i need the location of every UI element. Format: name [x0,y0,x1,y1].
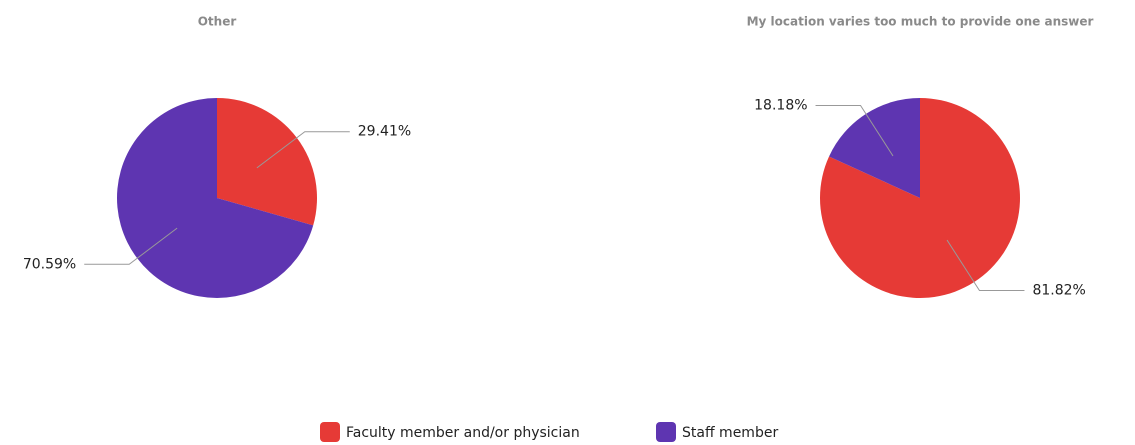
data-label: 81.82% [1032,283,1085,299]
pie-slice [820,98,1021,298]
leader-line [815,104,894,157]
legend-label: Staff member [682,425,778,441]
leader-line [84,227,178,265]
legend-label: Faculty member and/or physician [346,425,580,441]
leader-line [946,239,1025,292]
pie-slice [829,98,920,198]
pie-slice [217,98,317,226]
legend-swatch [320,422,340,442]
pie-slice [117,98,314,299]
chart-title: My location varies too much to provide o… [747,15,1094,29]
leader-line [256,131,350,169]
data-label: 70.59% [23,256,76,272]
legend-swatch [656,422,676,442]
data-label: 18.18% [754,97,807,113]
data-label: 29.41% [358,124,411,140]
chart-title: Other [198,15,237,29]
